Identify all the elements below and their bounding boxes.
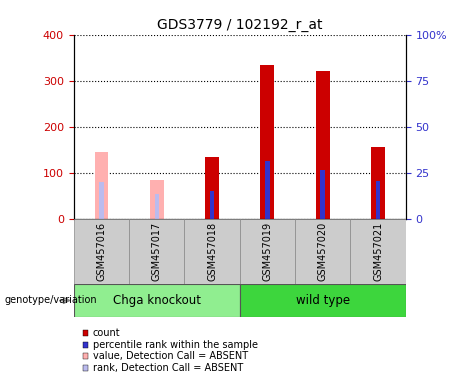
Text: GSM457020: GSM457020 xyxy=(318,222,328,281)
Text: Chga knockout: Chga knockout xyxy=(113,294,201,307)
Bar xyxy=(129,219,184,284)
Bar xyxy=(265,161,270,219)
Text: GSM457021: GSM457021 xyxy=(373,222,383,281)
Text: value, Detection Call = ABSENT: value, Detection Call = ABSENT xyxy=(93,351,248,361)
Text: wild type: wild type xyxy=(296,294,350,307)
Bar xyxy=(260,65,274,219)
Text: GSM457017: GSM457017 xyxy=(152,222,162,281)
Text: GSM457019: GSM457019 xyxy=(262,222,272,281)
Bar xyxy=(376,180,380,219)
Text: rank, Detection Call = ABSENT: rank, Detection Call = ABSENT xyxy=(93,363,243,373)
Bar xyxy=(205,157,219,219)
Text: count: count xyxy=(93,328,120,338)
Bar xyxy=(240,284,406,317)
Bar xyxy=(74,219,129,284)
Bar xyxy=(150,180,164,219)
Text: GSM457016: GSM457016 xyxy=(96,222,106,281)
Bar xyxy=(240,219,295,284)
Bar xyxy=(99,182,104,219)
Bar xyxy=(316,71,330,219)
Bar xyxy=(350,219,406,284)
Bar xyxy=(95,152,108,219)
Bar xyxy=(295,219,350,284)
Bar xyxy=(210,191,214,219)
Bar xyxy=(74,284,240,317)
Title: GDS3779 / 102192_r_at: GDS3779 / 102192_r_at xyxy=(157,18,323,32)
Text: GSM457018: GSM457018 xyxy=(207,222,217,281)
Bar xyxy=(320,170,325,219)
Bar xyxy=(184,219,240,284)
Bar xyxy=(371,147,385,219)
Text: genotype/variation: genotype/variation xyxy=(5,295,97,306)
Bar xyxy=(154,194,159,219)
Text: percentile rank within the sample: percentile rank within the sample xyxy=(93,340,258,350)
